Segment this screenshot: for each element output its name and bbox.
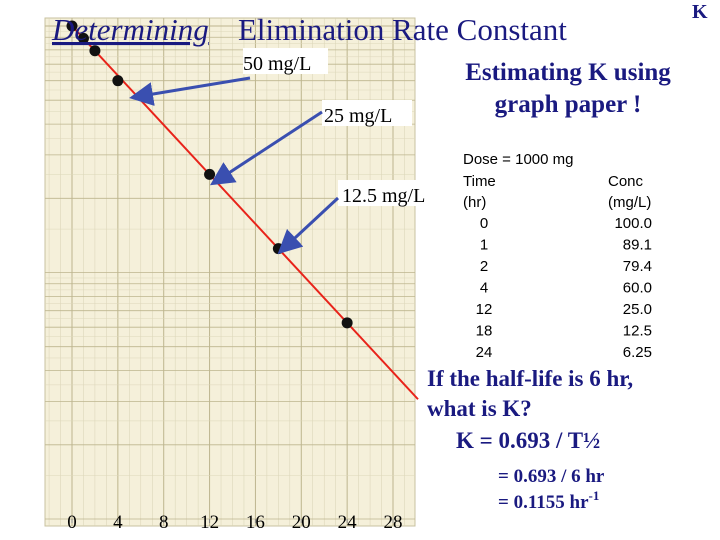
arrow [277,196,340,255]
table-cell: 18 [476,323,493,340]
data-point [341,317,353,329]
data-point [66,20,78,32]
data-point [89,45,101,57]
title-emphasis: Determining [51,12,209,47]
label-bg [243,48,328,74]
label-bg [338,180,448,206]
paper-grid [45,18,415,526]
table-cell: 4 [480,280,488,297]
table-cell: 12 [476,301,493,318]
table-cell: 0 [480,215,488,232]
table-cell: 2 [480,258,488,275]
annotation: 25 mg/L [324,105,392,127]
data-point [112,75,124,87]
x-tick-label: 24 [338,512,358,533]
x-tick-label: 0 [67,512,77,533]
x-tick-label: 12 [200,512,219,533]
x-tick-label: 28 [384,512,403,533]
arrow [209,110,323,186]
dose: Dose = 1000 mg [463,151,574,168]
formula: K = 0.693 / T½ [456,428,600,453]
heading: Estimating K using [465,59,671,86]
x-tick-label: 8 [159,512,169,533]
x-tick-label: 4 [113,512,123,533]
table-header: Conc [608,173,644,190]
table-cell: 1 [480,237,488,254]
x-tick-label: 20 [292,512,311,533]
data-point [204,168,216,180]
plot: 0 4 8 12 16 20 24 28 [66,20,419,533]
formula-text: = 0.1155 hr [498,492,589,513]
arrow [129,76,251,106]
table-cell: 60.0 [623,280,652,297]
corner-letter: K [692,1,708,23]
heading: graph paper ! [495,91,642,118]
x-tick-label: 16 [246,512,265,533]
title: Elimination Rate Constant [238,12,567,47]
question: what is K? [427,396,532,421]
table-cell: 6.25 [623,344,652,361]
table-header: (mg/L) [608,194,651,211]
formula: = 0.693 / 6 hr [498,466,605,487]
table-header: (hr) [463,194,486,211]
graph-paper [44,17,416,527]
label-bg [322,100,412,126]
table-header: Time [463,173,496,190]
fit-line [67,21,419,400]
annotation: 50 mg/L [243,53,311,75]
table-cell: 25.0 [623,301,652,318]
formula: = 0.1155 hr-1 [498,488,599,513]
table-cell: 89.1 [623,237,652,254]
annotation: 12.5 mg/L [342,185,425,207]
table-cell: 100.0 [614,215,652,232]
data-point [77,32,89,44]
question: If the half-life is 6 hr, [427,366,633,391]
table-cell: 24 [476,344,493,361]
table-cell: 12.5 [623,323,652,340]
table-cell: 79.4 [623,258,652,275]
data-table: Dose = 1000 mg Time Conc (hr) (mg/L) 0 100.0 1… [463,151,652,361]
superscript: -1 [589,488,600,503]
